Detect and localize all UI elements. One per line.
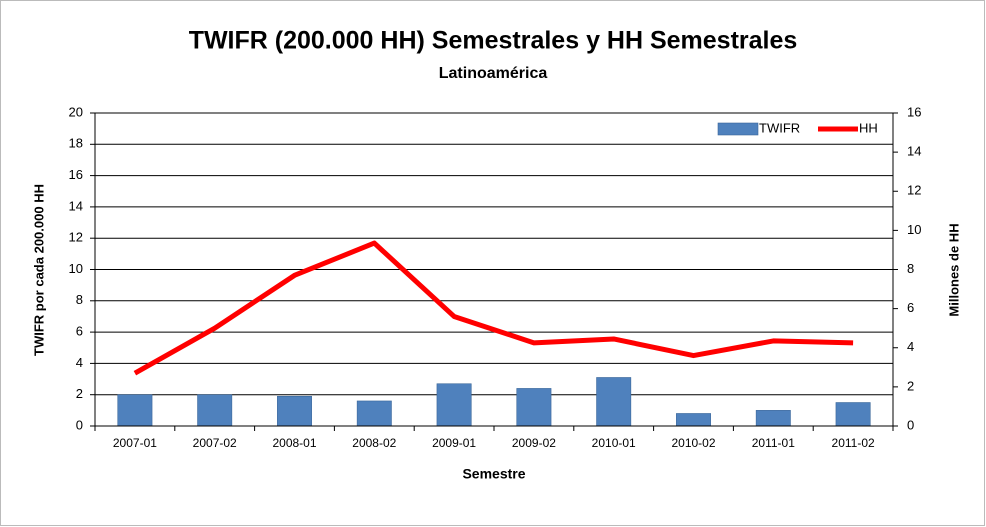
- bar: [755, 410, 791, 427]
- y2-tick-label: 14: [907, 144, 921, 159]
- bar: [117, 394, 153, 427]
- y2-tick-label: 12: [907, 183, 921, 198]
- line: [133, 240, 854, 376]
- x-tick-label: 2011-02: [832, 436, 875, 450]
- y2-tick-label: 16: [907, 104, 921, 119]
- y-tick-label: 18: [69, 136, 83, 151]
- x-tick-label: 2008-02: [352, 436, 396, 450]
- y-tick-label: 2: [76, 386, 83, 401]
- bar: [197, 394, 233, 427]
- x-tick-label: 2010-01: [592, 436, 636, 450]
- legend-label: HH: [859, 120, 878, 135]
- bar: [596, 377, 632, 427]
- y2-tick-label: 10: [907, 222, 921, 237]
- chart-title: TWIFR (200.000 HH) Semestrales y HH Seme…: [189, 27, 798, 55]
- chart-subtitle: Latinoamérica: [439, 65, 548, 82]
- x-tick-label: 2009-01: [432, 436, 476, 450]
- bar: [436, 383, 472, 427]
- legend-label: TWIFR: [759, 120, 800, 135]
- bar: [356, 400, 392, 427]
- y-tick-label: 14: [69, 198, 83, 213]
- bar: [516, 388, 552, 427]
- x-tick-label: 2010-02: [671, 436, 715, 450]
- y-tick-label: 10: [69, 261, 83, 276]
- y-tick-label: 6: [76, 324, 83, 339]
- x-tick-label: 2009-02: [512, 436, 556, 450]
- y-axis-label: TWIFR por cada 200.000 HH: [31, 184, 46, 356]
- y-tick-label: 4: [76, 355, 83, 370]
- y2-tick-label: 4: [907, 339, 914, 354]
- bar: [676, 413, 711, 427]
- y2-tick-label: 8: [907, 261, 914, 276]
- y2-tick-label: 0: [907, 417, 914, 432]
- y-tick-label: 0: [76, 417, 83, 432]
- x-tick-label: 2007-01: [113, 436, 157, 450]
- x-axis-label: Semestre: [462, 466, 525, 482]
- x-tick-label: 2008-01: [272, 436, 316, 450]
- y-tick-label: 20: [69, 104, 83, 119]
- x-tick-label: 2011-01: [752, 436, 795, 450]
- bar: [835, 402, 871, 427]
- y2-tick-label: 2: [907, 378, 914, 393]
- bar: [277, 395, 312, 427]
- y2-tick-label: 6: [907, 300, 914, 315]
- y-tick-label: 12: [69, 230, 83, 245]
- y-tick-label: 8: [76, 292, 83, 307]
- y2-axis-label: Millones de HH: [946, 223, 961, 316]
- y-tick-label: 16: [69, 167, 83, 182]
- x-tick-label: 2007-02: [193, 436, 237, 450]
- legend-swatch: [717, 122, 759, 136]
